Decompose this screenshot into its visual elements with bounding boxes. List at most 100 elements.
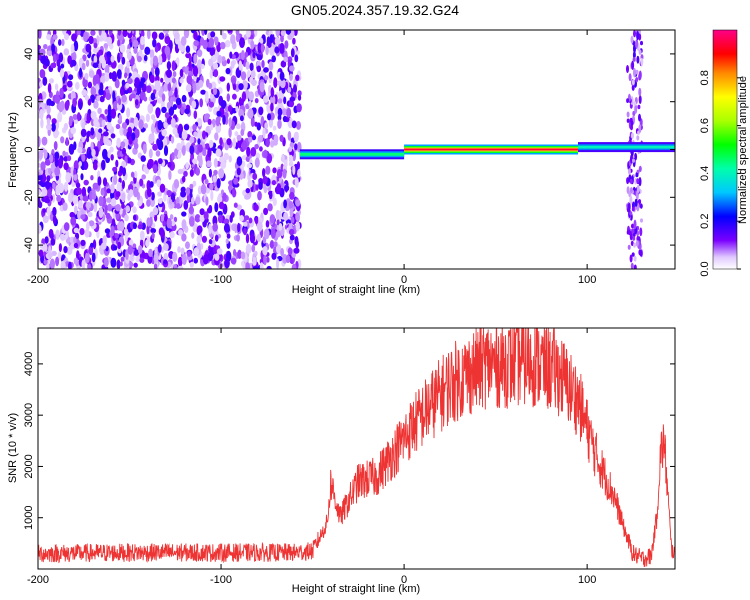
noise-cell xyxy=(168,106,175,116)
noise-cell xyxy=(137,200,142,207)
noise-cell xyxy=(150,92,156,101)
snr-y-axis-label: SNR (10 * v/v) xyxy=(7,413,19,483)
noise-cell xyxy=(164,45,171,56)
noise-cell xyxy=(181,233,187,242)
noise-cell xyxy=(213,36,219,43)
noise-cell xyxy=(258,106,264,116)
noise-cell xyxy=(238,108,244,118)
chart-title: GN05.2024.357.19.32.G24 xyxy=(291,2,459,18)
noise-cell xyxy=(122,208,127,216)
noise-cell xyxy=(118,114,123,122)
noise-cell xyxy=(222,114,226,125)
noise-cell xyxy=(72,114,78,120)
noise-cell xyxy=(100,187,105,196)
noise-cell xyxy=(287,86,292,93)
noise-cell xyxy=(75,81,80,90)
noise-cell xyxy=(76,250,80,261)
spectrogram-y-ticks: -40 -20 0 20 40 xyxy=(23,48,675,253)
noise-cell xyxy=(41,136,48,146)
noise-cell xyxy=(171,60,176,72)
noise-cell xyxy=(52,214,57,225)
noise-cell xyxy=(139,257,145,263)
noise-cell xyxy=(229,51,233,59)
noise-cell xyxy=(80,173,84,181)
noise-cell xyxy=(104,64,110,75)
noise-cell xyxy=(202,147,207,157)
noise-cell xyxy=(288,99,295,108)
noise-cell xyxy=(191,196,195,205)
noise-cell xyxy=(124,232,128,242)
noise-cell xyxy=(157,198,163,205)
noise-cell xyxy=(180,36,187,46)
noise-cell xyxy=(142,143,147,155)
noise-cell xyxy=(234,223,238,234)
noise-cell xyxy=(273,241,278,248)
noise-cell xyxy=(295,221,300,232)
noise-cell xyxy=(172,251,178,262)
noise-cell xyxy=(292,37,296,45)
noise-cell xyxy=(84,252,89,264)
noise-cell xyxy=(173,179,180,189)
noise-cell xyxy=(278,210,282,221)
noise-cell xyxy=(98,196,104,207)
noise-cell xyxy=(189,202,193,213)
noise-cell xyxy=(207,147,212,158)
noise-cell xyxy=(203,211,209,220)
noise-cell xyxy=(55,184,60,196)
noise-cell xyxy=(181,254,187,265)
noise-cell xyxy=(113,174,118,185)
noise-cell xyxy=(204,178,209,185)
noise-cell xyxy=(139,178,144,187)
noise-cell xyxy=(208,168,212,178)
noise-cell xyxy=(155,108,160,119)
noise-cell xyxy=(46,98,52,107)
noise-cell xyxy=(181,219,187,230)
noise-cell xyxy=(208,101,215,108)
noise-cell xyxy=(253,107,257,114)
noise-cell xyxy=(177,265,184,269)
noise-cell xyxy=(248,100,252,107)
noise-cell xyxy=(133,116,139,128)
noise-cell xyxy=(73,40,79,52)
noise-cell xyxy=(159,183,166,193)
noise-cell xyxy=(60,63,65,69)
noise-cell xyxy=(132,222,137,230)
noise-cell xyxy=(140,35,145,46)
spectrogram-x-axis-label: Height of straight line (km) xyxy=(292,284,420,296)
noise-cell xyxy=(126,60,130,69)
noise-cell xyxy=(54,95,61,104)
noise-cell xyxy=(284,40,289,49)
noise-cell xyxy=(63,33,70,41)
noise-cell xyxy=(259,146,263,152)
noise-cell xyxy=(288,201,294,209)
noise-cell xyxy=(98,88,104,96)
noise-cell xyxy=(272,125,277,131)
noise-cell xyxy=(151,232,155,240)
noise-cell xyxy=(631,84,635,91)
noise-cell xyxy=(51,118,57,125)
noise-cell xyxy=(114,78,120,89)
noise-cell xyxy=(636,184,640,194)
noise-cell xyxy=(63,246,68,254)
noise-cell xyxy=(627,202,631,212)
noise-cell xyxy=(161,106,167,114)
noise-cell xyxy=(247,131,253,138)
noise-cell xyxy=(229,214,233,223)
noise-cell xyxy=(54,156,59,168)
noise-cell xyxy=(161,93,166,102)
noise-cell xyxy=(283,56,289,62)
noise-cell xyxy=(87,263,92,269)
noise-cell xyxy=(134,77,140,86)
noise-cell xyxy=(277,119,282,129)
noise-cell xyxy=(217,214,223,224)
noise-cell xyxy=(633,67,636,78)
noise-cell xyxy=(69,211,75,218)
noise-cell xyxy=(289,208,294,218)
noise-cell xyxy=(235,32,240,43)
noise-cell xyxy=(82,195,89,202)
noise-cell xyxy=(251,244,256,253)
noise-cell xyxy=(60,260,66,269)
noise-cell xyxy=(157,191,163,197)
y-tick-label: 2000 xyxy=(23,454,35,478)
noise-cell xyxy=(118,98,122,106)
